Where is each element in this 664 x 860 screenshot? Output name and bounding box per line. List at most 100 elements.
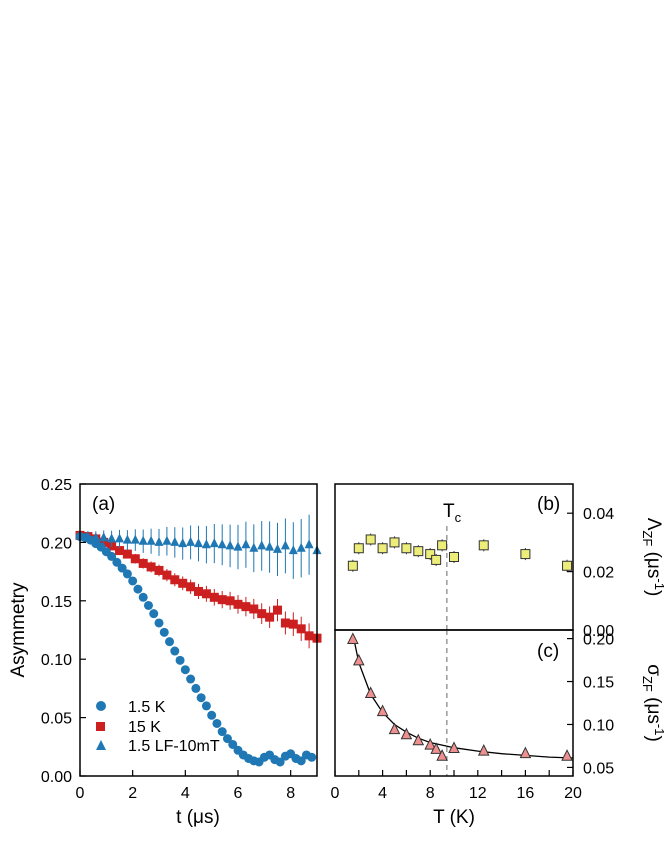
y-tick-label: 0.10 [583,717,614,734]
data-point [352,653,365,666]
panel-b: 0.00 0.02 0.04 (b) Tc ΛZF (μs-1) [334,483,664,640]
data-point [273,543,282,553]
data-point [296,624,306,634]
data-point [128,576,138,586]
data-point [212,718,222,728]
data-point [217,595,227,605]
data-point [115,533,124,543]
y-tick-label: 0.15 [583,675,614,692]
data-point [175,655,185,665]
x-tick-label: 0 [331,785,340,802]
legend-marker-1-5k [96,701,106,711]
data-point [519,746,532,759]
data-point [194,538,203,548]
data-point [520,549,531,560]
data-point [280,540,290,550]
data-point [222,734,232,744]
data-point [288,619,298,629]
data-point [477,743,490,756]
data-point [225,596,235,606]
data-point [307,752,317,762]
data-point [296,542,306,552]
data-point [241,602,251,612]
y-tick-label: 0.20 [583,632,614,649]
data-point [149,609,159,619]
data-point [217,539,227,549]
data-point [217,727,227,737]
data-point [273,605,282,615]
data-point [180,665,190,675]
data-point [364,686,377,699]
data-point [115,546,124,556]
data-point [186,582,196,592]
data-point [130,534,140,544]
y-tick-label: 0.04 [583,506,614,523]
data-point [107,551,117,561]
data-point [431,554,442,565]
legend-label-lf: 1.5 LF-10mT [128,738,220,755]
data-point [241,539,251,549]
data-point [233,541,243,551]
data-point [170,575,180,585]
x-tick-label: 20 [564,785,582,802]
x-tick-label: 8 [286,785,295,802]
panel-a-frame [79,483,318,777]
data-point [196,693,206,703]
y-tick-label: 0.25 [41,477,72,494]
data-point [194,586,203,596]
data-point [178,538,188,548]
data-point [265,612,275,622]
data-point [437,540,448,551]
data-point [425,549,436,560]
panel-c-ylabel: σZF (μs-1) [640,664,664,742]
data-point [146,535,156,545]
data-point [133,584,143,594]
data-point [233,599,243,609]
data-point [201,589,211,599]
y-tick-label: 0.20 [41,535,72,552]
data-point [412,733,425,746]
data-point [376,704,389,717]
data-point [347,560,358,571]
data-point [138,558,148,568]
x-tick-label: 0 [76,785,85,802]
data-point [449,552,459,562]
y-tick-label: 0.15 [41,594,72,611]
legend-marker-15k [96,722,105,731]
panel-a-legend: 1.5 K 15 K 1.5 LF-10mT [96,699,220,755]
data-point [138,592,148,602]
data-point [388,722,401,735]
data-point [201,701,211,711]
x-tick-label: 8 [426,785,435,802]
panel-b-label: (b) [537,494,560,515]
data-point [143,600,153,610]
data-point [280,618,290,628]
data-point [99,532,109,542]
panel-a-ylabel: Asymmetry [8,582,29,678]
data-point [228,739,238,749]
data-point [154,565,164,575]
data-point [430,742,442,754]
data-point [265,541,275,551]
data-point [122,534,132,544]
y-tick-label: 0.02 [583,565,614,582]
data-point [562,560,573,571]
x-tick-label: 16 [517,785,535,802]
data-point [424,737,437,750]
data-point [257,540,267,550]
data-point [389,537,400,548]
panel-c: 0 4 8 12 16 200.05 0.10 0.15 0.20 (c) T (K) σZF … [331,629,664,828]
y-tick-label: 0.00 [583,623,614,640]
data-point [288,545,298,555]
x-tick-label: 6 [234,785,243,802]
data-point [249,604,259,614]
data-point [162,535,172,545]
data-point [249,542,259,552]
y-tick-label: 0.05 [583,760,614,777]
data-point [170,646,180,656]
data-point [165,637,175,647]
data-point [122,549,132,559]
data-point [353,543,364,554]
data-point [377,543,388,554]
x-tick-label: 2 [128,785,137,802]
